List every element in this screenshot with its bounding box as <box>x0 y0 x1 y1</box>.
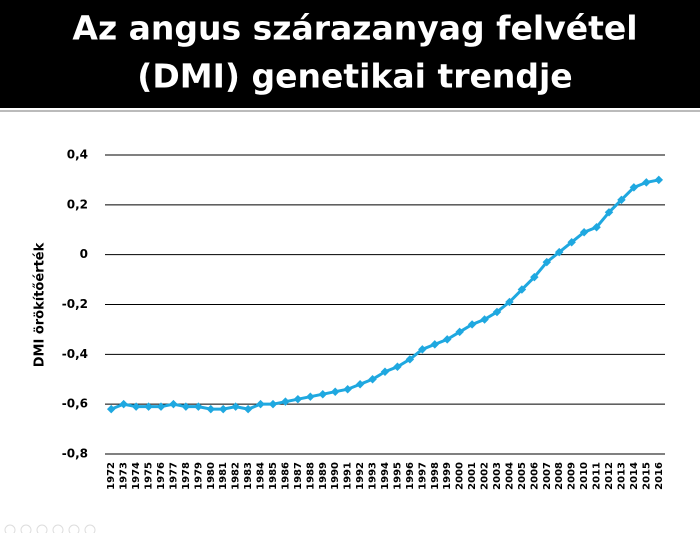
x-tick-label: 1985 <box>268 462 279 490</box>
x-tick-label: 2007 <box>542 462 553 490</box>
x-tick-label: 1976 <box>156 462 167 490</box>
x-tick-label: 1990 <box>330 462 341 490</box>
x-tick-label: 2008 <box>554 462 565 490</box>
header-band <box>0 0 700 108</box>
data-point <box>343 384 352 394</box>
x-tick-label: 2016 <box>654 462 665 490</box>
data-point <box>231 402 240 411</box>
data-point <box>654 175 664 185</box>
data-point <box>530 272 539 282</box>
x-tick-label: 1982 <box>231 462 242 490</box>
x-tick-label: 2002 <box>480 462 491 490</box>
data-point <box>156 402 166 411</box>
data-point <box>380 367 390 377</box>
x-tick-label: 1973 <box>119 462 130 490</box>
y-tick-label: -0,4 <box>62 347 88 361</box>
data-point <box>131 402 141 411</box>
data-point <box>368 375 377 384</box>
x-tick-label: 1999 <box>442 462 453 490</box>
x-tick-label: 2013 <box>616 462 627 490</box>
y-tick-label: 0 <box>80 247 88 261</box>
x-tick-label: 1994 <box>380 462 391 490</box>
x-tick-label: 1984 <box>256 462 267 490</box>
x-tick-label: 1975 <box>144 462 155 490</box>
x-tick-label: 2001 <box>467 462 478 490</box>
x-tick-label: 1981 <box>218 462 229 490</box>
x-tick-label: 1989 <box>318 462 329 490</box>
x-tick-label: 2006 <box>529 462 540 490</box>
data-point <box>218 404 228 414</box>
data-point <box>330 387 340 396</box>
data-point <box>405 355 415 364</box>
x-tick-label: 1988 <box>305 462 316 490</box>
data-point <box>194 402 203 411</box>
x-tick-label: 2003 <box>492 462 503 490</box>
y-axis-label: DMI örökítőérték <box>33 242 48 367</box>
data-point <box>418 345 427 354</box>
data-point <box>268 399 278 409</box>
x-tick-label: 1983 <box>243 462 254 490</box>
data-point <box>642 178 651 187</box>
data-point <box>393 362 402 372</box>
y-tick-label: -0,6 <box>62 397 88 411</box>
x-tick-label: 2010 <box>579 462 590 490</box>
data-point <box>517 285 527 294</box>
data-point <box>243 404 253 414</box>
x-tick-label: 2014 <box>629 462 640 490</box>
data-point <box>144 402 153 411</box>
x-tick-label: 1991 <box>343 462 354 490</box>
x-tick-label: 1998 <box>430 462 441 490</box>
x-tick-label: 2005 <box>517 462 528 490</box>
data-point <box>467 320 477 329</box>
x-tick-label: 2009 <box>567 462 578 490</box>
x-tick-label: 1993 <box>368 462 379 490</box>
title-line: Az angus szárazanyag felvétel <box>72 9 637 48</box>
data-point <box>430 340 440 349</box>
x-tick-label: 2004 <box>504 462 515 490</box>
data-point <box>281 397 290 406</box>
x-tick-label: 1996 <box>405 462 416 490</box>
x-tick-label: 1987 <box>293 462 304 490</box>
x-tick-label: 1992 <box>355 462 366 490</box>
data-point <box>442 335 452 344</box>
x-tick-label: 1972 <box>106 462 117 490</box>
data-point <box>318 389 328 399</box>
data-point <box>306 392 315 401</box>
data-point <box>542 257 552 267</box>
x-tick-label: 1995 <box>392 462 403 490</box>
data-point <box>492 307 502 317</box>
slide-dots <box>4 524 96 536</box>
x-tick-label: 2012 <box>604 462 615 490</box>
x-tick-label: 2011 <box>592 462 603 490</box>
data-point <box>480 315 489 324</box>
x-tick-label: 1980 <box>206 462 217 490</box>
data-point <box>181 402 191 411</box>
data-point <box>106 404 116 414</box>
x-tick-label: 2015 <box>641 462 652 490</box>
title-line: (DMI) genetikai trendje <box>137 57 572 96</box>
x-tick-label: 1978 <box>181 462 192 490</box>
y-tick-label: -0,2 <box>62 297 88 311</box>
data-point <box>119 399 128 409</box>
data-point <box>293 394 303 404</box>
y-tick-label: 0,4 <box>67 148 88 162</box>
data-point <box>355 379 365 389</box>
y-tick-label: 0,2 <box>67 197 88 211</box>
x-tick-label: 1997 <box>417 462 428 490</box>
data-point <box>206 404 216 414</box>
x-tick-label: 2000 <box>455 462 466 490</box>
x-tick-label: 1979 <box>193 462 204 490</box>
x-tick-label: 1977 <box>168 462 179 490</box>
data-point <box>169 399 178 409</box>
data-point <box>455 327 464 337</box>
y-tick-label: -0,8 <box>62 447 88 461</box>
data-point <box>505 297 514 307</box>
x-tick-label: 1974 <box>131 462 142 490</box>
data-point <box>256 399 265 409</box>
x-tick-label: 1986 <box>280 462 291 490</box>
